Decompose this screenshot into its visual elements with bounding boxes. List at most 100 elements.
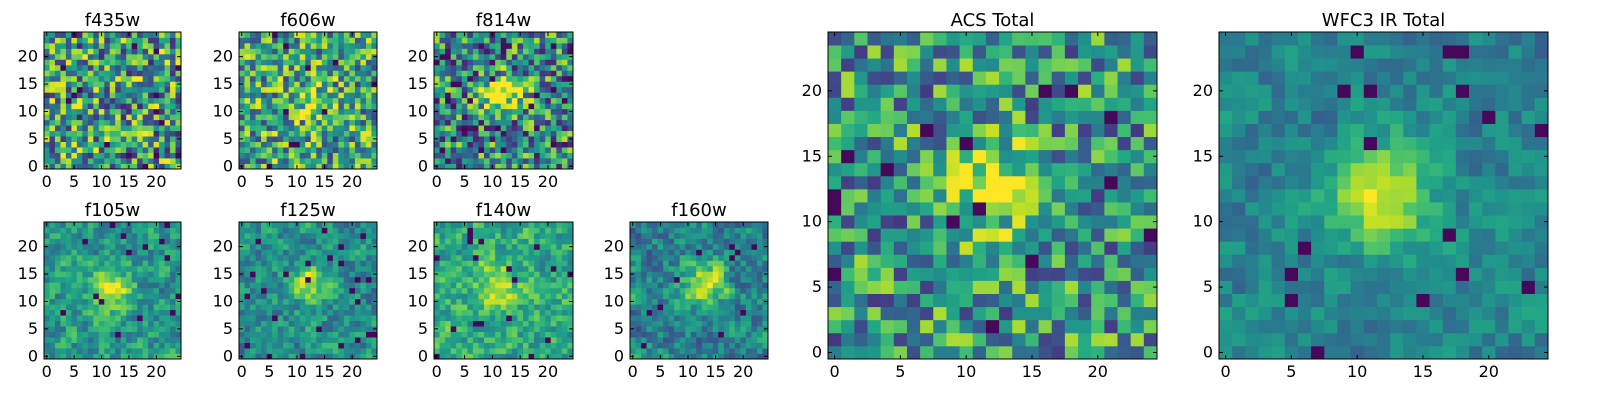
- heatmap-cell: [338, 42, 345, 49]
- heatmap-cell: [745, 342, 752, 349]
- heatmap-cell: [434, 64, 440, 71]
- heatmap-cell: [164, 141, 171, 148]
- heatmap-cell: [712, 342, 719, 349]
- heatmap-cell: [745, 260, 752, 267]
- heatmap-cell: [522, 331, 529, 338]
- heatmap-cell: [522, 97, 529, 104]
- heatmap-cell: [561, 147, 568, 153]
- heatmap-cell: [65, 232, 72, 239]
- heatmap-cell: [478, 282, 485, 289]
- heatmap-cell: [567, 97, 574, 104]
- heatmap-cell: [999, 241, 1013, 255]
- heatmap-cell: [343, 326, 350, 332]
- heatmap-cell: [1064, 319, 1079, 334]
- heatmap-cell: [1104, 319, 1118, 334]
- heatmap-cell: [115, 32, 122, 38]
- heatmap-cell: [283, 75, 290, 82]
- heatmap-cell: [467, 92, 474, 99]
- heatmap-cell: [87, 92, 94, 99]
- heatmap-cell: [354, 136, 361, 142]
- heatmap-cell: [65, 141, 72, 148]
- heatmap-cell: [434, 238, 440, 245]
- heatmap-cell: [266, 103, 273, 110]
- heatmap-cell: [550, 152, 557, 159]
- heatmap-cell: [93, 243, 100, 250]
- heatmap-cell: [120, 320, 127, 327]
- heatmap-cell: [495, 114, 502, 121]
- heatmap-cell: [349, 315, 356, 322]
- heatmap-cell: [321, 337, 328, 343]
- heatmap-cell: [120, 136, 127, 142]
- heatmap-cell: [539, 326, 546, 332]
- heatmap-cell: [534, 136, 541, 142]
- heatmap-cell: [294, 114, 301, 121]
- heatmap-cell: [751, 249, 758, 256]
- heatmap-cell: [120, 271, 127, 278]
- heatmap-cell: [663, 287, 670, 294]
- heatmap-cell: [131, 103, 138, 110]
- heatmap-cell: [365, 42, 372, 49]
- heatmap-cell: [467, 298, 474, 305]
- heatmap-cell: [456, 53, 463, 60]
- heatmap-cell: [434, 254, 440, 261]
- heatmap-cell: [49, 75, 56, 82]
- heatmap-cell: [734, 243, 741, 250]
- heatmap-cell: [478, 331, 485, 338]
- heatmap-cell: [164, 125, 171, 132]
- heatmap-cell: [467, 147, 474, 153]
- heatmap-cell: [104, 271, 111, 278]
- heatmap-cell: [316, 86, 323, 93]
- heatmap-cell: [528, 249, 535, 256]
- heatmap-cell: [142, 141, 149, 148]
- heatmap-cell: [762, 304, 769, 311]
- heatmap-cell: [841, 241, 855, 255]
- heatmap-cell: [153, 265, 160, 272]
- heatmap-cell: [255, 48, 262, 55]
- heatmap-cell: [690, 265, 697, 272]
- heatmap-cell: [484, 158, 490, 164]
- heatmap-cell: [142, 249, 149, 256]
- heatmap-cell: [354, 227, 361, 234]
- heatmap-cell: [272, 238, 279, 245]
- heatmap-cell: [854, 149, 868, 164]
- heatmap-cell: [506, 276, 513, 283]
- heatmap-cell: [338, 103, 345, 110]
- heatmap-cell: [630, 227, 636, 234]
- y-tick-label: 0: [28, 346, 38, 365]
- heatmap-cell: [545, 158, 552, 164]
- heatmap-cell: [44, 37, 50, 44]
- heatmap-cell: [506, 136, 513, 142]
- heatmap-cell: [972, 188, 987, 203]
- heatmap-cell: [506, 227, 513, 234]
- heatmap-cell: [740, 348, 747, 354]
- heatmap-cell: [561, 265, 568, 272]
- x-tick-label: 10: [678, 362, 698, 381]
- heatmap-cell: [87, 64, 94, 71]
- heatmap-cell: [522, 130, 529, 137]
- heatmap-cell: [484, 265, 490, 272]
- heatmap-cell: [310, 75, 317, 82]
- heatmap-cell: [255, 298, 262, 305]
- heatmap-cell: [327, 141, 334, 148]
- heatmap-cell: [751, 315, 758, 322]
- heatmap-cell: [338, 304, 345, 311]
- heatmap-cell: [299, 37, 306, 44]
- heatmap-cell: [164, 342, 171, 349]
- heatmap-cell: [371, 119, 378, 126]
- heatmap-cell: [266, 282, 273, 289]
- heatmap-cell: [360, 337, 367, 343]
- heatmap-cell: [506, 353, 513, 360]
- heatmap-cell: [657, 342, 664, 349]
- heatmap-cell: [567, 276, 574, 283]
- heatmap-cell: [142, 152, 149, 159]
- heatmap-cell: [561, 130, 568, 137]
- heatmap-cell: [109, 125, 116, 132]
- heatmap-cell: [266, 326, 273, 332]
- heatmap-cell: [153, 282, 160, 289]
- heatmap-cell: [663, 293, 670, 300]
- heatmap-cell: [539, 64, 546, 71]
- heatmap-cell: [44, 42, 50, 49]
- heatmap-cell: [170, 320, 176, 327]
- heatmap-cell: [332, 53, 339, 60]
- heatmap-cell: [93, 141, 100, 148]
